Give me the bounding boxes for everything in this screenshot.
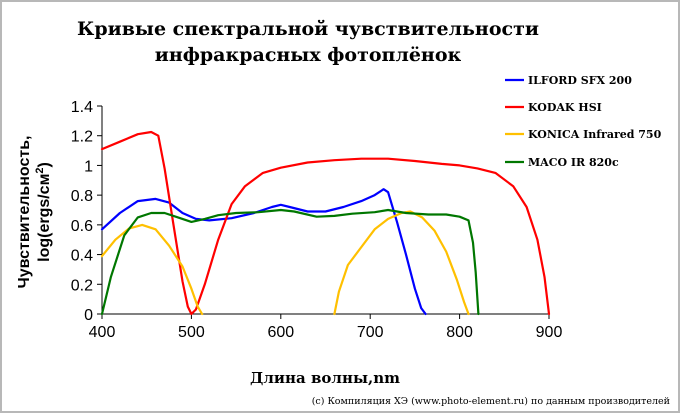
axes <box>101 106 549 315</box>
x-tick-label: 700 <box>357 324 384 341</box>
series-group <box>100 130 551 316</box>
y-axis-label-close: ) <box>36 162 53 167</box>
series-line-2 <box>100 210 470 316</box>
legend-label-1: KODAK HSI <box>528 101 602 114</box>
legend-label-3: MACO IR 820c <box>528 156 619 169</box>
x-tick-label: 600 <box>267 324 294 341</box>
y-axis-label-line1: Чувствительность, <box>16 136 33 289</box>
x-tick-labels: 400 500 600 700 800 900 <box>89 314 563 341</box>
x-tick-label: 400 <box>89 324 116 341</box>
x-tick-label: 800 <box>446 324 473 341</box>
chart-title-line1: Кривые спектральной чувствительности <box>77 18 539 40</box>
y-tick-label: 0.2 <box>71 277 93 294</box>
y-tick-labels: 0 0.2 0.4 0.6 0.8 1 1.2 1.4 <box>71 99 102 324</box>
chart-title-line2: инфракрасных фотоплёнок <box>155 44 462 66</box>
y-tick-label: 0.8 <box>71 188 93 205</box>
series-line-1 <box>100 130 551 316</box>
legend-label-0: ILFORD SFX 200 <box>528 74 632 87</box>
y-tick-label: 0.6 <box>71 218 93 235</box>
y-tick-label: 0 <box>84 307 93 324</box>
y-tick-label: 0.4 <box>71 248 93 265</box>
x-tick-label: 900 <box>536 324 563 341</box>
series-line-0 <box>100 188 427 316</box>
copyright-footer: (c) Компиляция ХЭ (www.photo-element.ru)… <box>312 396 670 407</box>
series-line-3 <box>100 208 480 316</box>
legend-label-2: KONICA Infrared 750 <box>528 128 662 141</box>
y-tick-label: 1 <box>84 158 93 175</box>
y-axis-label-unit: log(ergs/cм <box>36 174 53 262</box>
legend: ILFORD SFX 200 KODAK HSI KONICA Infrared 7… <box>505 74 662 169</box>
y-axis-label-line2: log(ergs/cм2) <box>34 162 53 262</box>
y-tick-label: 1.2 <box>71 129 93 146</box>
y-axis-label-superscript: 2 <box>34 167 46 173</box>
y-axis-label: Чувствительность, log(ergs/cм2) <box>16 136 53 289</box>
x-tick-label: 500 <box>178 324 205 341</box>
x-axis-label: Длина волны,nm <box>250 369 400 387</box>
y-tick-label: 1.4 <box>71 99 93 116</box>
